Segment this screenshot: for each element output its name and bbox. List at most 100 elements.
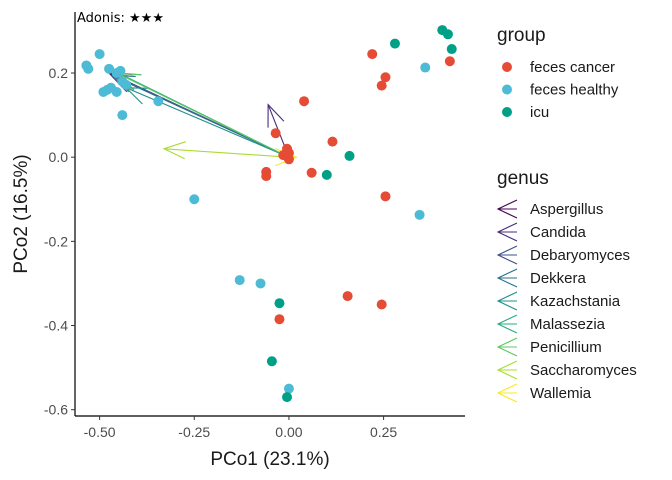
genus-legend-label: Aspergillus bbox=[530, 201, 603, 218]
genus-legend-item-dekkera: Dekkera bbox=[496, 268, 587, 288]
point-feces-healthy bbox=[153, 96, 164, 107]
group-legend-label: icu bbox=[530, 104, 549, 121]
group-legend-item-icu: icu bbox=[502, 104, 549, 121]
x-axis-title: PCo1 (23.1%) bbox=[210, 449, 329, 470]
genus-legend-title: genus bbox=[497, 168, 549, 189]
group-legend-swatch bbox=[502, 84, 512, 95]
genus-legend-item-aspergillus: Aspergillus bbox=[496, 199, 603, 219]
genus-legend-swatch-head bbox=[496, 199, 518, 219]
x-tick-label: -0.50 bbox=[84, 424, 116, 440]
y-tick-label: 0.0 bbox=[49, 149, 69, 165]
point-feces-healthy bbox=[94, 49, 105, 60]
y-tick-label: -0.4 bbox=[44, 318, 68, 334]
point-feces-cancer bbox=[278, 150, 289, 161]
point-icu bbox=[344, 150, 355, 161]
genus-arrows bbox=[107, 72, 298, 167]
genus-legend-label: Malassezia bbox=[530, 316, 606, 333]
genus-legend-label: Dekkera bbox=[530, 270, 587, 287]
point-feces-cancer bbox=[274, 314, 285, 325]
group-legend-swatch bbox=[502, 107, 512, 117]
genus-legend-swatch-head bbox=[496, 268, 518, 288]
point-feces-healthy bbox=[83, 63, 94, 74]
group-legend-title: group bbox=[497, 25, 546, 46]
point-feces-healthy bbox=[255, 278, 266, 289]
genus-legend-item-penicillium: Penicillium bbox=[496, 337, 602, 357]
point-feces-cancer bbox=[299, 96, 310, 107]
point-icu bbox=[266, 356, 277, 367]
series-feces-healthy bbox=[81, 49, 431, 394]
genus-legend-label: Wallemia bbox=[530, 385, 592, 402]
x-tick-label: 0.25 bbox=[370, 424, 397, 440]
point-icu bbox=[282, 392, 293, 403]
point-feces-healthy bbox=[104, 63, 115, 74]
genus-legend: genus Aspergillus Candida Debaryomyces Dekk… bbox=[496, 168, 637, 403]
point-feces-cancer bbox=[367, 49, 378, 60]
genus-legend-label: Penicillium bbox=[530, 339, 602, 356]
arrow-penicillium bbox=[115, 72, 290, 158]
genus-legend-item-candida: Candida bbox=[496, 222, 587, 242]
axes bbox=[74, 12, 465, 417]
point-feces-cancer bbox=[306, 167, 317, 178]
point-feces-healthy bbox=[117, 76, 128, 87]
y-tick-label: -0.6 bbox=[44, 402, 68, 418]
point-feces-healthy bbox=[102, 84, 113, 95]
genus-legend-item-kazachstania: Kazachstania bbox=[496, 291, 621, 311]
y-tick-label: 0.2 bbox=[49, 65, 69, 81]
point-feces-cancer bbox=[327, 136, 338, 147]
arrow-saccharomyces bbox=[162, 141, 289, 160]
x-tick-label: 0.00 bbox=[275, 424, 302, 440]
genus-legend-swatch-head bbox=[496, 360, 518, 380]
genus-legend-item-debaryomyces: Debaryomyces bbox=[496, 245, 630, 265]
y-tick-label: -0.2 bbox=[44, 233, 68, 249]
series-feces-cancer bbox=[261, 49, 455, 325]
x-tick-label: -0.25 bbox=[178, 424, 210, 440]
point-feces-healthy bbox=[414, 209, 425, 220]
axis-ticks: -0.50 -0.25 0.00 0.25 -0.6 -0.4 -0.2 0.0 0.2 bbox=[44, 65, 398, 440]
point-feces-cancer bbox=[261, 171, 272, 182]
point-icu bbox=[446, 44, 457, 55]
point-feces-healthy bbox=[283, 383, 294, 394]
group-legend-label: feces healthy bbox=[530, 82, 619, 99]
group-legend: group feces cancer feces healthy icu bbox=[497, 25, 619, 121]
genus-legend-item-wallemia: Wallemia bbox=[496, 383, 592, 403]
genus-legend-label: Kazachstania bbox=[530, 293, 621, 310]
point-feces-healthy bbox=[189, 194, 200, 205]
genus-legend-swatch-head bbox=[496, 383, 518, 403]
point-feces-healthy bbox=[117, 110, 128, 121]
genus-legend-label: Debaryomyces bbox=[530, 247, 630, 264]
point-feces-cancer bbox=[376, 80, 387, 91]
group-legend-swatch bbox=[502, 62, 512, 72]
point-feces-cancer bbox=[376, 299, 387, 310]
point-feces-healthy bbox=[115, 65, 126, 76]
y-axis-title: PCo2 (16.5%) bbox=[11, 154, 32, 273]
group-legend-item-feces-healthy: feces healthy bbox=[502, 82, 619, 99]
point-icu bbox=[389, 38, 400, 49]
genus-legend-swatch-head bbox=[496, 337, 518, 357]
group-legend-label: feces cancer bbox=[530, 59, 615, 76]
point-icu bbox=[274, 298, 285, 309]
series-icu bbox=[266, 25, 457, 403]
genus-legend-label: Saccharomyces bbox=[530, 362, 637, 379]
point-feces-healthy bbox=[234, 275, 245, 286]
group-legend-item-feces-cancer: feces cancer bbox=[502, 59, 615, 76]
genus-legend-item-malassezia: Malassezia bbox=[496, 314, 606, 334]
arrow-kazachstania bbox=[124, 87, 290, 158]
point-icu bbox=[321, 169, 332, 180]
point-icu bbox=[442, 29, 453, 40]
point-feces-cancer bbox=[380, 191, 391, 202]
genus-legend-swatch-head bbox=[496, 222, 518, 242]
genus-legend-label: Candida bbox=[530, 224, 587, 241]
point-feces-healthy bbox=[111, 86, 122, 97]
point-feces-cancer bbox=[380, 72, 391, 83]
point-feces-cancer bbox=[270, 128, 281, 139]
genus-legend-swatch-head bbox=[496, 245, 518, 265]
genus-legend-swatch-head bbox=[496, 314, 518, 334]
genus-legend-swatch-head bbox=[496, 291, 518, 311]
point-feces-cancer bbox=[444, 56, 455, 67]
adonis-annotation: Adonis: ★★★ bbox=[77, 11, 164, 26]
point-feces-healthy bbox=[420, 62, 431, 73]
point-feces-cancer bbox=[342, 291, 353, 302]
genus-legend-item-saccharomyces: Saccharomyces bbox=[496, 360, 637, 380]
sample-points bbox=[81, 25, 457, 403]
